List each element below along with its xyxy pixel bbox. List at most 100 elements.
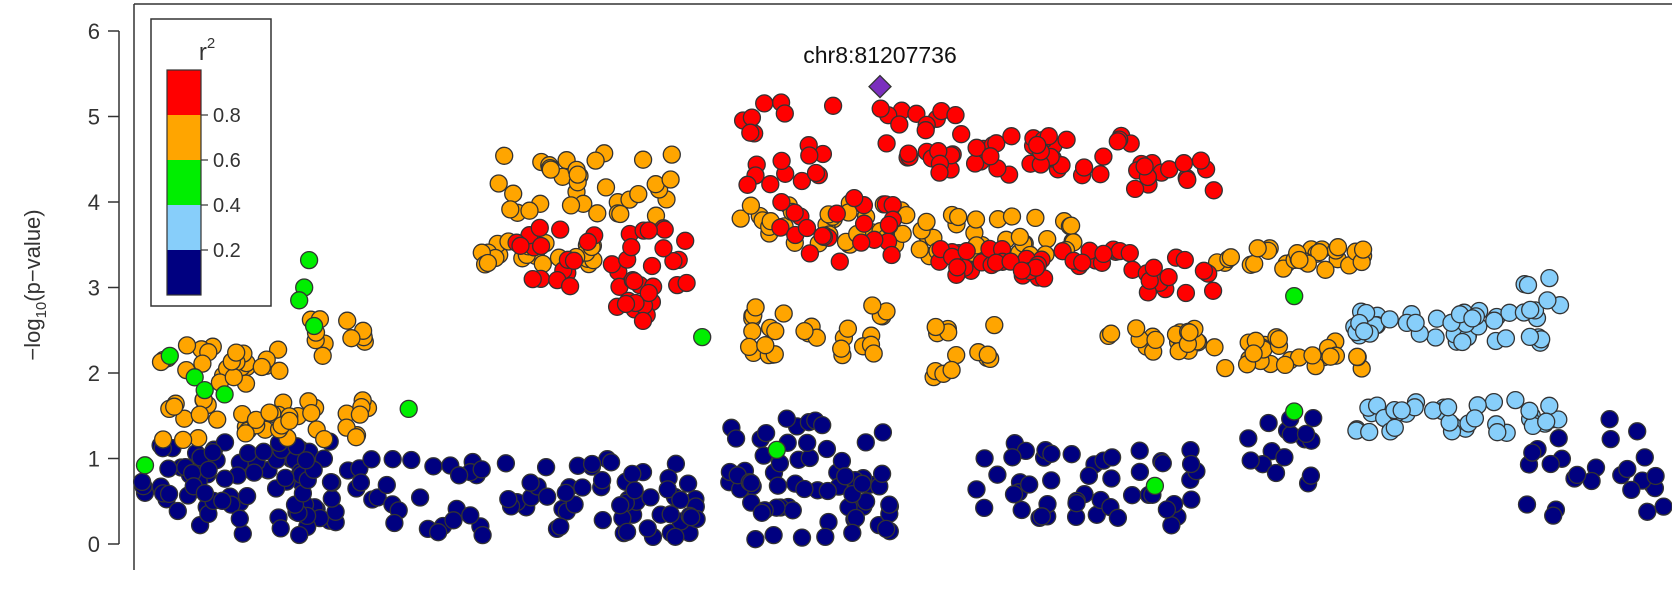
- lead-snp-marker: [868, 74, 892, 99]
- snp-point-orange: [731, 209, 750, 228]
- snp-point-red: [755, 94, 774, 113]
- snp-point-red: [797, 218, 817, 238]
- snp-point-orange: [315, 429, 334, 449]
- snp-point-navy: [1157, 500, 1177, 519]
- snp-point-navy: [601, 453, 621, 472]
- legend-color-swatch: [167, 205, 201, 250]
- snp-point-navy: [872, 464, 892, 483]
- legend-color-swatch: [167, 70, 201, 115]
- snp-point-navy: [1012, 500, 1031, 520]
- y-tick-label: 2: [88, 361, 100, 386]
- snp-point-navy: [582, 454, 602, 474]
- snp-point-red: [602, 255, 622, 274]
- snp-point-red: [1159, 267, 1178, 287]
- snp-point-red: [511, 236, 530, 255]
- snp-point-navy: [1266, 463, 1286, 483]
- snp-point-navy: [199, 460, 218, 480]
- snp-point-orange: [756, 336, 775, 355]
- snp-point-red: [1176, 283, 1196, 303]
- snp-point-navy: [593, 510, 612, 530]
- snp-point-lightblue: [1426, 328, 1445, 347]
- snp-point-navy: [244, 463, 264, 482]
- snp-point-navy: [816, 527, 835, 547]
- snp-point-red: [827, 204, 846, 223]
- snp-point-orange: [541, 160, 560, 179]
- snp-point-red: [813, 226, 832, 246]
- snp-point-red: [1012, 261, 1032, 280]
- snp-point-orange: [743, 322, 762, 341]
- snp-point-navy: [1067, 494, 1086, 513]
- snp-point-orange: [313, 346, 332, 365]
- snp-point-navy: [1544, 506, 1563, 525]
- snp-point-orange: [190, 405, 209, 424]
- snp-point-orange: [1244, 344, 1263, 363]
- snp-point-navy: [159, 459, 178, 478]
- snp-point-green: [304, 316, 324, 336]
- snp-point-navy: [988, 465, 1007, 484]
- snp-point-navy: [1062, 445, 1081, 464]
- snp-point-red: [792, 171, 812, 191]
- snp-point-orange: [346, 428, 366, 447]
- y-tick-label: 6: [88, 19, 100, 44]
- snp-point-navy: [1622, 480, 1641, 500]
- snp-point-orange: [1180, 323, 1199, 342]
- snp-point-green: [135, 456, 155, 475]
- snp-points: [132, 93, 1672, 549]
- snp-point-navy: [641, 488, 660, 507]
- snp-point-navy: [682, 508, 701, 527]
- snp-point-orange: [193, 354, 212, 373]
- snp-point-lightblue: [1484, 392, 1504, 412]
- snp-point-navy: [429, 523, 448, 542]
- snp-point-lightblue: [1520, 327, 1540, 347]
- snp-point-red: [1073, 253, 1092, 272]
- snp-point-lightblue: [1360, 422, 1379, 442]
- snp-point-red: [823, 96, 843, 115]
- snp-point-orange: [832, 339, 851, 358]
- snp-point-green: [767, 440, 786, 460]
- snp-point-navy: [1296, 424, 1316, 444]
- snp-point-orange: [478, 253, 498, 273]
- snp-point-navy: [1130, 462, 1150, 482]
- snp-point-navy: [1102, 469, 1121, 488]
- y-tick-label: 4: [88, 190, 100, 215]
- snp-point-green: [160, 346, 179, 366]
- snp-point-navy: [444, 511, 463, 530]
- snp-point-red: [1120, 243, 1139, 263]
- snp-point-orange: [153, 430, 173, 449]
- snp-point-navy: [321, 472, 341, 492]
- snp-point-navy: [742, 473, 761, 493]
- snp-point-navy: [521, 473, 540, 492]
- snp-point-navy: [746, 530, 765, 549]
- snp-point-navy: [671, 490, 690, 510]
- snp-point-navy: [213, 491, 232, 510]
- snp-point-navy: [499, 489, 518, 509]
- legend-tick-label: 0.4: [213, 195, 241, 217]
- snp-point-navy: [1020, 475, 1039, 494]
- snp-point-red: [633, 311, 653, 331]
- snp-point-navy: [362, 450, 381, 469]
- snp-point-navy: [1042, 471, 1061, 490]
- snp-point-lightblue: [1380, 310, 1399, 329]
- snp-point-navy: [368, 488, 387, 507]
- snp-point-lightblue: [1488, 423, 1507, 442]
- snp-point-orange: [1216, 358, 1235, 378]
- snp-point-navy: [322, 489, 341, 508]
- y-axis-title-subscript: 10: [33, 302, 50, 319]
- snp-point-navy: [424, 457, 443, 476]
- snp-point-orange: [838, 319, 858, 338]
- snp-point-navy: [1122, 486, 1142, 505]
- snp-point-navy: [132, 472, 152, 492]
- snp-point-lightblue: [1540, 268, 1559, 288]
- y-tick-label: 3: [88, 276, 100, 301]
- snp-point-red: [852, 233, 871, 252]
- snp-point-red: [1091, 165, 1110, 184]
- snp-point-green: [195, 380, 214, 400]
- snp-point-red: [1057, 130, 1076, 149]
- snp-point-navy: [1549, 429, 1568, 448]
- legend-title: r2: [199, 35, 215, 66]
- snp-point-navy: [764, 525, 783, 545]
- snp-point-orange: [260, 403, 279, 422]
- snp-point-red: [800, 146, 819, 165]
- snp-point-red: [1074, 158, 1094, 177]
- snp-point-navy: [1618, 459, 1637, 479]
